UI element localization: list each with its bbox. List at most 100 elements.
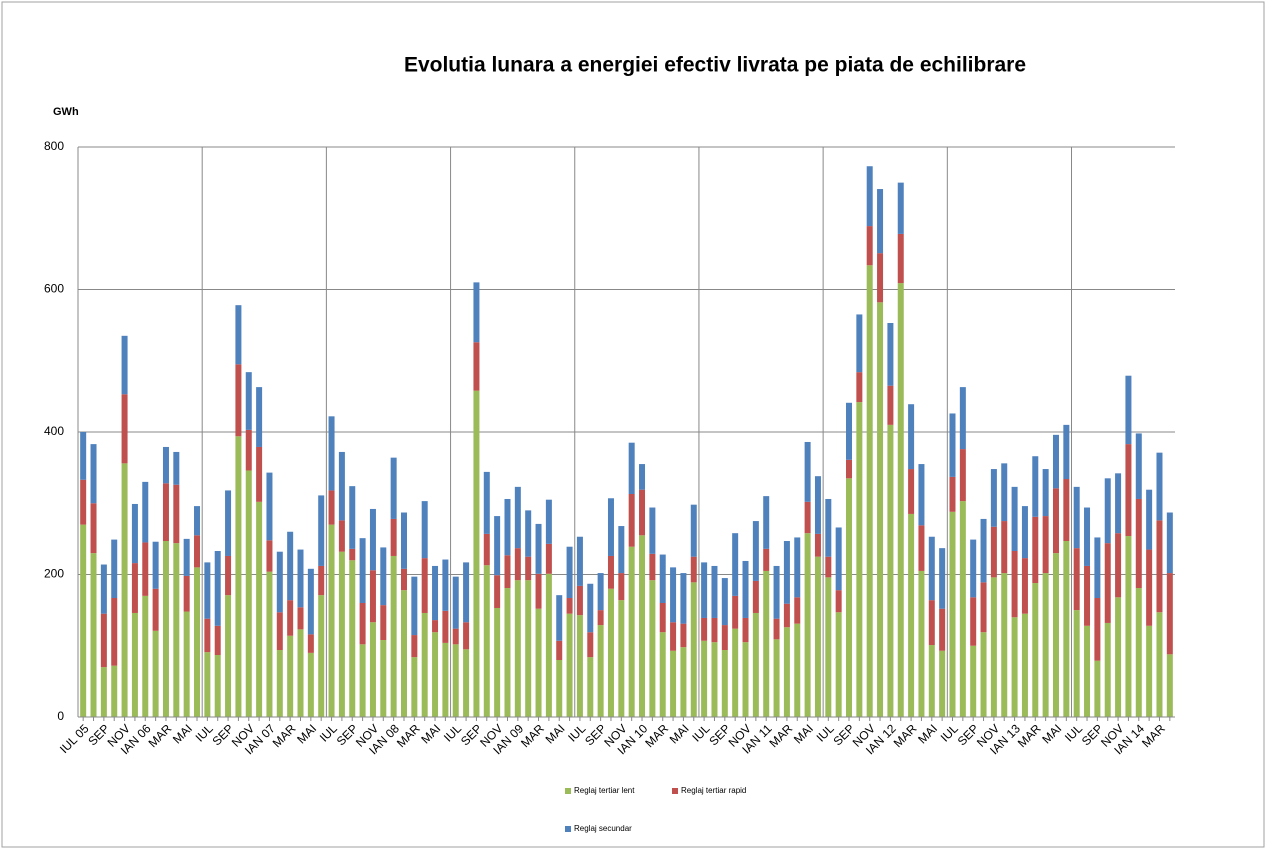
bar-segment: [918, 570, 925, 717]
bar-segment: [970, 539, 977, 598]
bar-segment: [1021, 613, 1028, 717]
bar-segment: [307, 652, 314, 717]
bar-segment: [514, 548, 521, 581]
bar-segment: [742, 617, 749, 643]
bar-segment: [721, 650, 728, 717]
bar-segment: [390, 555, 397, 717]
bar-segment: [349, 560, 356, 717]
bar-segment: [908, 404, 915, 470]
bar-segment: [463, 562, 470, 623]
bar-segment: [494, 607, 501, 717]
legend-swatch: [565, 788, 571, 794]
bar-segment: [866, 265, 873, 717]
bar-segment: [628, 442, 635, 494]
bar-segment: [794, 623, 801, 717]
bar-segment: [131, 503, 138, 564]
bar-segment: [463, 622, 470, 650]
bar-segment: [245, 429, 252, 471]
bar-segment: [887, 322, 894, 386]
bar-segment: [835, 590, 842, 613]
bar-segment: [856, 372, 863, 403]
bar-segment: [90, 553, 97, 717]
bar-segment: [1063, 541, 1070, 717]
bar-segment: [266, 540, 273, 572]
bar-segment: [639, 489, 646, 536]
bar-segment: [225, 490, 232, 556]
bar-segment: [328, 524, 335, 717]
bar-segment: [846, 478, 853, 717]
bar-segment: [421, 558, 428, 613]
bar-segment: [752, 521, 759, 581]
bar-segment: [473, 390, 480, 717]
bar-segment: [990, 469, 997, 527]
y-axis-label: GWh: [53, 106, 79, 118]
bar-segment: [100, 667, 107, 717]
bar-segment: [701, 640, 708, 717]
bar-segment: [639, 535, 646, 717]
bar-segment: [576, 536, 583, 586]
bar-segment: [359, 538, 366, 603]
legend-label: Reglaj secundar: [574, 824, 632, 833]
bar-segment: [1084, 565, 1091, 626]
bar-segment: [214, 550, 221, 626]
bar-segment: [1125, 536, 1132, 717]
bar-segment: [1125, 444, 1132, 537]
bar-segment: [266, 571, 273, 717]
bar-segment: [318, 565, 325, 596]
bar-segment: [1084, 625, 1091, 717]
bar-segment: [380, 547, 387, 606]
bar-segment: [1135, 498, 1142, 589]
bar-segment: [814, 476, 821, 534]
bar-segment: [535, 523, 542, 574]
bar-segment: [194, 567, 201, 717]
bar-segment: [1042, 516, 1049, 574]
bar-segment: [421, 612, 428, 717]
bar-segment: [483, 533, 490, 566]
bar-segment: [1104, 622, 1111, 717]
bar-segment: [649, 580, 656, 717]
bar-segment: [338, 451, 345, 521]
bar-segment: [400, 568, 407, 591]
bar-segment: [225, 595, 232, 717]
bar-segment: [908, 513, 915, 717]
bar-segment: [566, 598, 573, 614]
bar-segment: [1021, 506, 1028, 559]
y-tick-label: 200: [44, 567, 64, 581]
bar-segment: [152, 541, 159, 589]
bar-segment: [1115, 597, 1122, 717]
bar-segment: [266, 472, 273, 541]
bar-segment: [545, 543, 552, 574]
bar-segment: [256, 387, 263, 447]
bar-segment: [535, 573, 542, 609]
bar-segment: [576, 615, 583, 717]
bar-segment: [452, 576, 459, 629]
bar-segment: [990, 526, 997, 578]
bar-segment: [659, 603, 666, 633]
bar-segment: [380, 640, 387, 717]
bar-segment: [369, 622, 376, 717]
bar-segment: [473, 282, 480, 343]
bar-segment: [628, 546, 635, 717]
bar-segment: [732, 595, 739, 629]
bar-segment: [980, 518, 987, 583]
bar-segment: [452, 644, 459, 717]
bar-segment: [1115, 533, 1122, 598]
bar-segment: [670, 650, 677, 717]
bar-segment: [928, 536, 935, 601]
bar-segment: [1032, 456, 1039, 517]
bar-segment: [773, 565, 780, 619]
bar-segment: [131, 563, 138, 613]
bar-segment: [90, 444, 97, 504]
bar-segment: [1001, 521, 1008, 574]
bar-segment: [949, 511, 956, 717]
bar-segment: [659, 554, 666, 603]
bar-segment: [411, 635, 418, 658]
bar-segment: [1073, 610, 1080, 717]
bar-segment: [918, 525, 925, 571]
bar-segment: [607, 555, 614, 589]
bar-segment: [111, 665, 118, 717]
bar-segment: [576, 585, 583, 616]
bar-segment: [514, 580, 521, 717]
bar-segment: [804, 533, 811, 717]
bar-segment: [1073, 548, 1080, 611]
